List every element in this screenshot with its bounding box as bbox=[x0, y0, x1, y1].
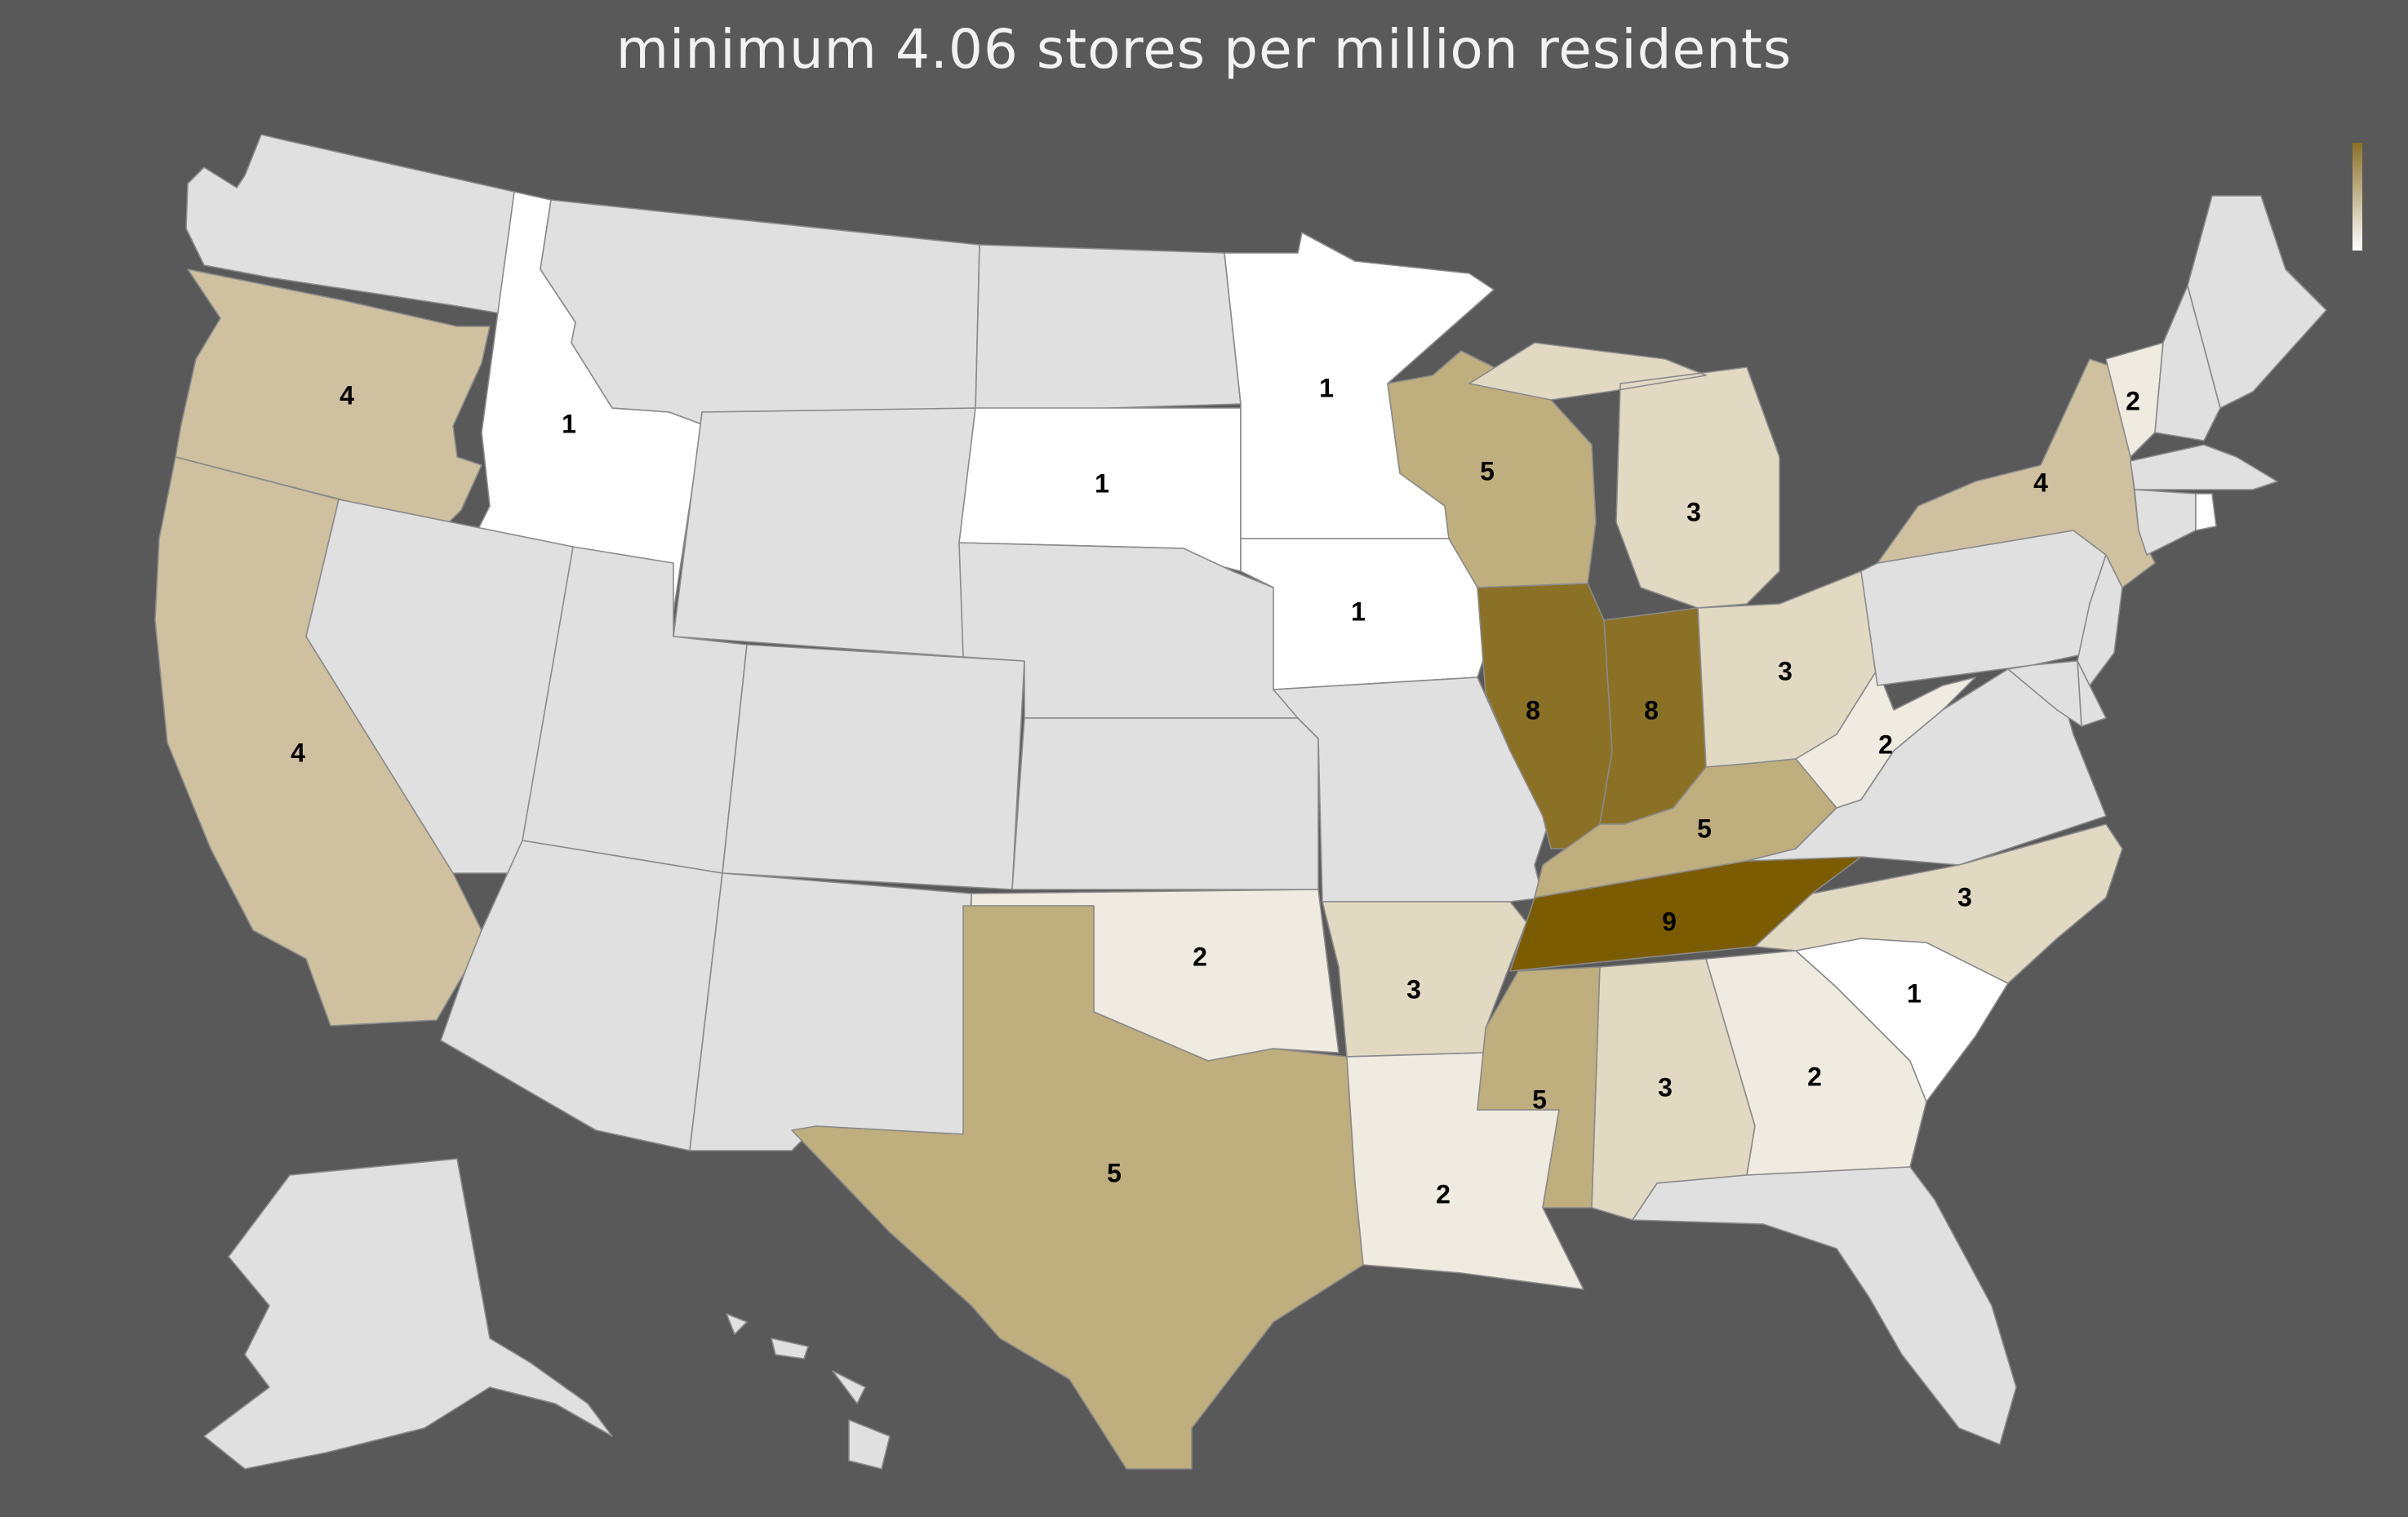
state-value-nc: 3 bbox=[1957, 882, 1972, 912]
state-value-ny: 4 bbox=[2033, 468, 2048, 497]
state-ks bbox=[1011, 717, 1319, 890]
state-value-sd: 1 bbox=[1095, 468, 1109, 498]
state-mt bbox=[540, 199, 980, 425]
state-fl bbox=[1632, 1166, 2017, 1445]
state-value-tn: 9 bbox=[1662, 907, 1677, 936]
state-wv bbox=[1795, 668, 1976, 809]
state-ct bbox=[2134, 489, 2197, 556]
state-value-wv: 2 bbox=[1878, 730, 1893, 759]
state-wy bbox=[673, 407, 976, 658]
color-scale-legend bbox=[2352, 143, 2362, 251]
state-value-sc: 1 bbox=[1907, 978, 1922, 1008]
state-value-mn: 1 bbox=[1319, 373, 1334, 402]
state-tx bbox=[791, 905, 1364, 1470]
state-az bbox=[440, 840, 723, 1151]
state-co bbox=[722, 644, 1025, 890]
state-value-oh: 3 bbox=[1778, 656, 1793, 685]
state-or bbox=[175, 268, 491, 527]
state-value-ms: 5 bbox=[1532, 1085, 1547, 1114]
state-value-ky: 5 bbox=[1697, 814, 1712, 843]
state-value-il: 8 bbox=[1526, 695, 1540, 725]
state-ma bbox=[2130, 444, 2278, 490]
state-value-or: 4 bbox=[340, 380, 354, 410]
state-value-id: 1 bbox=[562, 409, 576, 438]
map-title: minimum 4.06 stores per million resident… bbox=[615, 18, 1793, 81]
state-value-in: 8 bbox=[1644, 695, 1659, 725]
state-nm bbox=[689, 872, 972, 1151]
state-mi bbox=[1468, 342, 1780, 609]
state-wi bbox=[1387, 350, 1597, 588]
state-nd bbox=[975, 244, 1242, 413]
state-me bbox=[2187, 195, 2327, 409]
state-value-mi: 3 bbox=[1686, 497, 1701, 526]
state-ak bbox=[203, 1158, 613, 1470]
state-ri bbox=[2195, 493, 2217, 531]
state-nc bbox=[1754, 823, 2123, 984]
state-ms bbox=[1477, 966, 1601, 1209]
state-nh bbox=[2154, 285, 2221, 441]
state-value-ga: 2 bbox=[1807, 1062, 1822, 1091]
state-value-ca: 4 bbox=[291, 738, 305, 767]
state-value-al: 3 bbox=[1658, 1072, 1673, 1102]
state-hi bbox=[726, 1313, 891, 1470]
state-value-ar: 3 bbox=[1406, 974, 1421, 1004]
state-value-la: 2 bbox=[1436, 1179, 1451, 1209]
state-value-vt: 2 bbox=[2126, 386, 2140, 415]
state-value-ia: 1 bbox=[1351, 597, 1366, 626]
state-value-wi: 5 bbox=[1480, 456, 1495, 486]
state-ia bbox=[1240, 538, 1495, 690]
state-value-ok: 2 bbox=[1193, 942, 1207, 971]
state-md bbox=[2007, 660, 2082, 727]
state-value-tx: 5 bbox=[1107, 1158, 1122, 1187]
